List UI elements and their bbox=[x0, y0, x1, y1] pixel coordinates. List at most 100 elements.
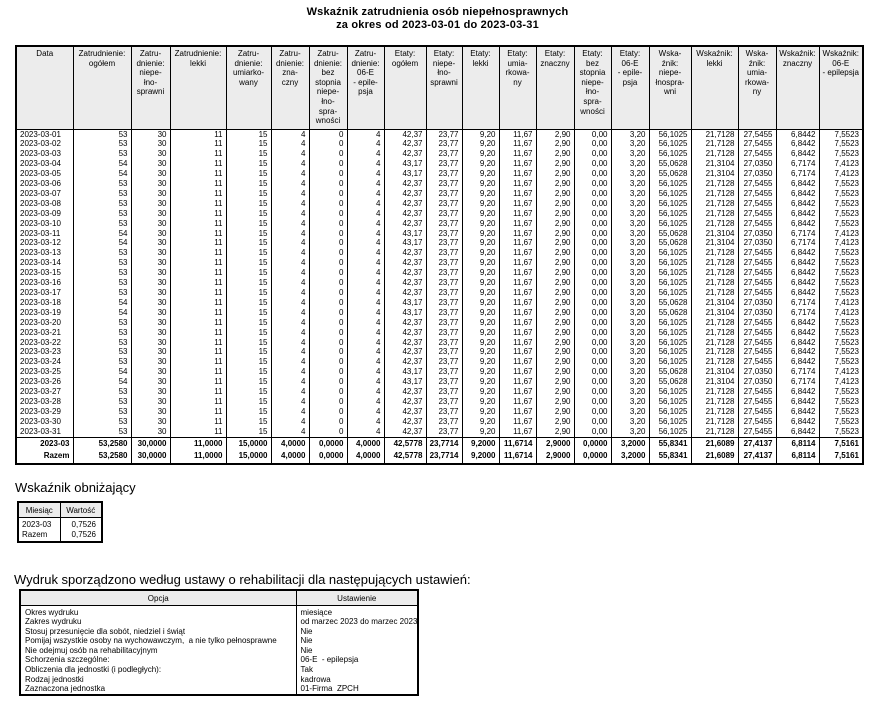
table-cell: 15 bbox=[225, 416, 272, 427]
table-cell: 0,00 bbox=[573, 288, 612, 298]
table-row: 2023-03-15 53 30 11 15 4 0 4 42,37 23,77 9,20 11,67… bbox=[15, 268, 864, 279]
table-cell: 4 bbox=[270, 406, 310, 417]
table-cell: 2023-03-11 bbox=[15, 228, 74, 239]
table-cell: 0,00 bbox=[573, 396, 612, 407]
table-cell: 42,37 bbox=[383, 416, 427, 427]
table-cell: 4 bbox=[346, 208, 385, 219]
table-cell: 11,67 bbox=[498, 179, 537, 189]
table-cell: 23,77 bbox=[425, 278, 463, 288]
table-cell: 0,0000 bbox=[308, 450, 348, 464]
table-cell: 2,90 bbox=[535, 288, 575, 298]
table-cell: 4 bbox=[270, 347, 310, 358]
table-cell: 53 bbox=[72, 327, 132, 338]
table-cell: 2023-03-19 bbox=[15, 307, 74, 318]
table-cell: 6,8442 bbox=[775, 149, 820, 160]
table-cell: 23,77 bbox=[425, 288, 463, 298]
table-cell: 54 bbox=[72, 228, 132, 239]
table-cell: 4,0000 bbox=[346, 450, 385, 464]
table-cell: 21,7128 bbox=[690, 268, 739, 279]
table-cell: 11,67 bbox=[498, 288, 537, 298]
table-cell: 0,00 bbox=[573, 337, 612, 348]
table-cell: 56,1025 bbox=[648, 268, 692, 279]
table-row: 2023-03-22 53 30 11 15 4 0 4 42,37 23,77 9,20 11,67… bbox=[15, 337, 864, 348]
table-cell: 43,17 bbox=[383, 377, 427, 388]
table-cell: 42,37 bbox=[383, 139, 427, 150]
table-cell: 27,5455 bbox=[737, 416, 777, 427]
table-cell: 3,20 bbox=[610, 149, 650, 160]
table-cell: 6,8114 bbox=[775, 450, 820, 464]
table-cell: 11 bbox=[169, 406, 227, 417]
table-cell: 15 bbox=[225, 228, 272, 239]
table-cell: 21,3104 bbox=[690, 307, 739, 318]
table-cell: 0 bbox=[308, 248, 348, 259]
table-cell: 11,67 bbox=[498, 297, 537, 308]
table-cell: 23,77 bbox=[425, 198, 463, 209]
table-cell: 3,20 bbox=[610, 327, 650, 338]
table-cell: Okres wydruku bbox=[19, 605, 297, 618]
table-cell: 2,90 bbox=[535, 129, 575, 140]
table-cell: 2,90 bbox=[535, 337, 575, 348]
table-cell: 15 bbox=[225, 337, 272, 348]
table-cell: 7,5523 bbox=[818, 288, 864, 298]
table-cell: 3,20 bbox=[610, 218, 650, 229]
table-cell: 2,9000 bbox=[535, 436, 575, 451]
table-cell: 42,37 bbox=[383, 149, 427, 160]
table-cell: 11 bbox=[169, 337, 227, 348]
table-cell: 43,17 bbox=[383, 367, 427, 378]
table-cell: 9,20 bbox=[461, 188, 500, 199]
table-cell: 11,67 bbox=[498, 416, 537, 427]
table-cell: 4 bbox=[270, 337, 310, 348]
table-cell: 54 bbox=[72, 307, 132, 318]
table-cell: 56,1025 bbox=[648, 149, 692, 160]
table-cell: 55,0628 bbox=[648, 367, 692, 378]
table-cell: Zaznaczona jednostka bbox=[19, 684, 297, 695]
table-cell: 21,7128 bbox=[690, 149, 739, 160]
table-cell: Rodzaj jednostki bbox=[19, 674, 297, 685]
table-cell: 6,8442 bbox=[775, 268, 820, 279]
table-cell: 0 bbox=[308, 426, 348, 438]
table-cell: 2023-03-06 bbox=[15, 179, 74, 189]
table-cell: 9,20 bbox=[461, 169, 500, 180]
table-cell: 11 bbox=[169, 288, 227, 298]
table-cell: kadrowa bbox=[295, 674, 419, 685]
table-cell: 11,67 bbox=[498, 387, 537, 397]
table-cell: 27,5455 bbox=[737, 248, 777, 259]
table-cell: 15 bbox=[225, 139, 272, 150]
table-cell: 43,17 bbox=[383, 307, 427, 318]
table-cell: 27,5455 bbox=[737, 149, 777, 160]
table-cell: 11,67 bbox=[498, 307, 537, 318]
table-cell: 7,5523 bbox=[818, 268, 864, 279]
table-cell: 15 bbox=[225, 396, 272, 407]
column-header: Etaty: bez stopnia niepe- łno- spra- wno… bbox=[573, 45, 612, 130]
table-cell: 0 bbox=[308, 208, 348, 219]
table-cell: 3,2000 bbox=[610, 450, 650, 464]
table-cell: 53 bbox=[72, 357, 132, 368]
table-cell: 2,90 bbox=[535, 377, 575, 388]
table-row: 2023-03-19 54 30 11 15 4 0 4 43,17 23,77 9,20 11,67… bbox=[15, 307, 864, 318]
table-cell: 0,00 bbox=[573, 159, 612, 170]
table-cell: 7,4123 bbox=[818, 159, 864, 170]
table-cell: 53 bbox=[72, 268, 132, 279]
table-cell: 4 bbox=[346, 297, 385, 308]
table-cell: 15 bbox=[225, 238, 272, 249]
table-cell: 23,77 bbox=[425, 188, 463, 199]
table-cell: 53,2580 bbox=[72, 450, 132, 464]
table-cell: 4 bbox=[270, 357, 310, 368]
table-cell: 43,17 bbox=[383, 238, 427, 249]
table-cell: 2,90 bbox=[535, 347, 575, 358]
column-header: Data bbox=[15, 45, 74, 130]
table-cell: 0 bbox=[308, 377, 348, 388]
table-cell: 11 bbox=[169, 198, 227, 209]
table-cell: 55,0628 bbox=[648, 159, 692, 170]
table-cell: 2023-03-13 bbox=[15, 248, 74, 259]
table-cell: 11 bbox=[169, 238, 227, 249]
table-cell: 30 bbox=[130, 188, 171, 199]
table-cell: 11,67 bbox=[498, 139, 537, 150]
table-cell: 21,7128 bbox=[690, 416, 739, 427]
table-row: Pomijaj wszystkie osoby na wychowawczym,… bbox=[19, 636, 419, 646]
table-cell: 0 bbox=[308, 337, 348, 348]
table-cell: 2,90 bbox=[535, 396, 575, 407]
table-cell: 4 bbox=[270, 416, 310, 427]
table-cell: 4 bbox=[346, 406, 385, 417]
